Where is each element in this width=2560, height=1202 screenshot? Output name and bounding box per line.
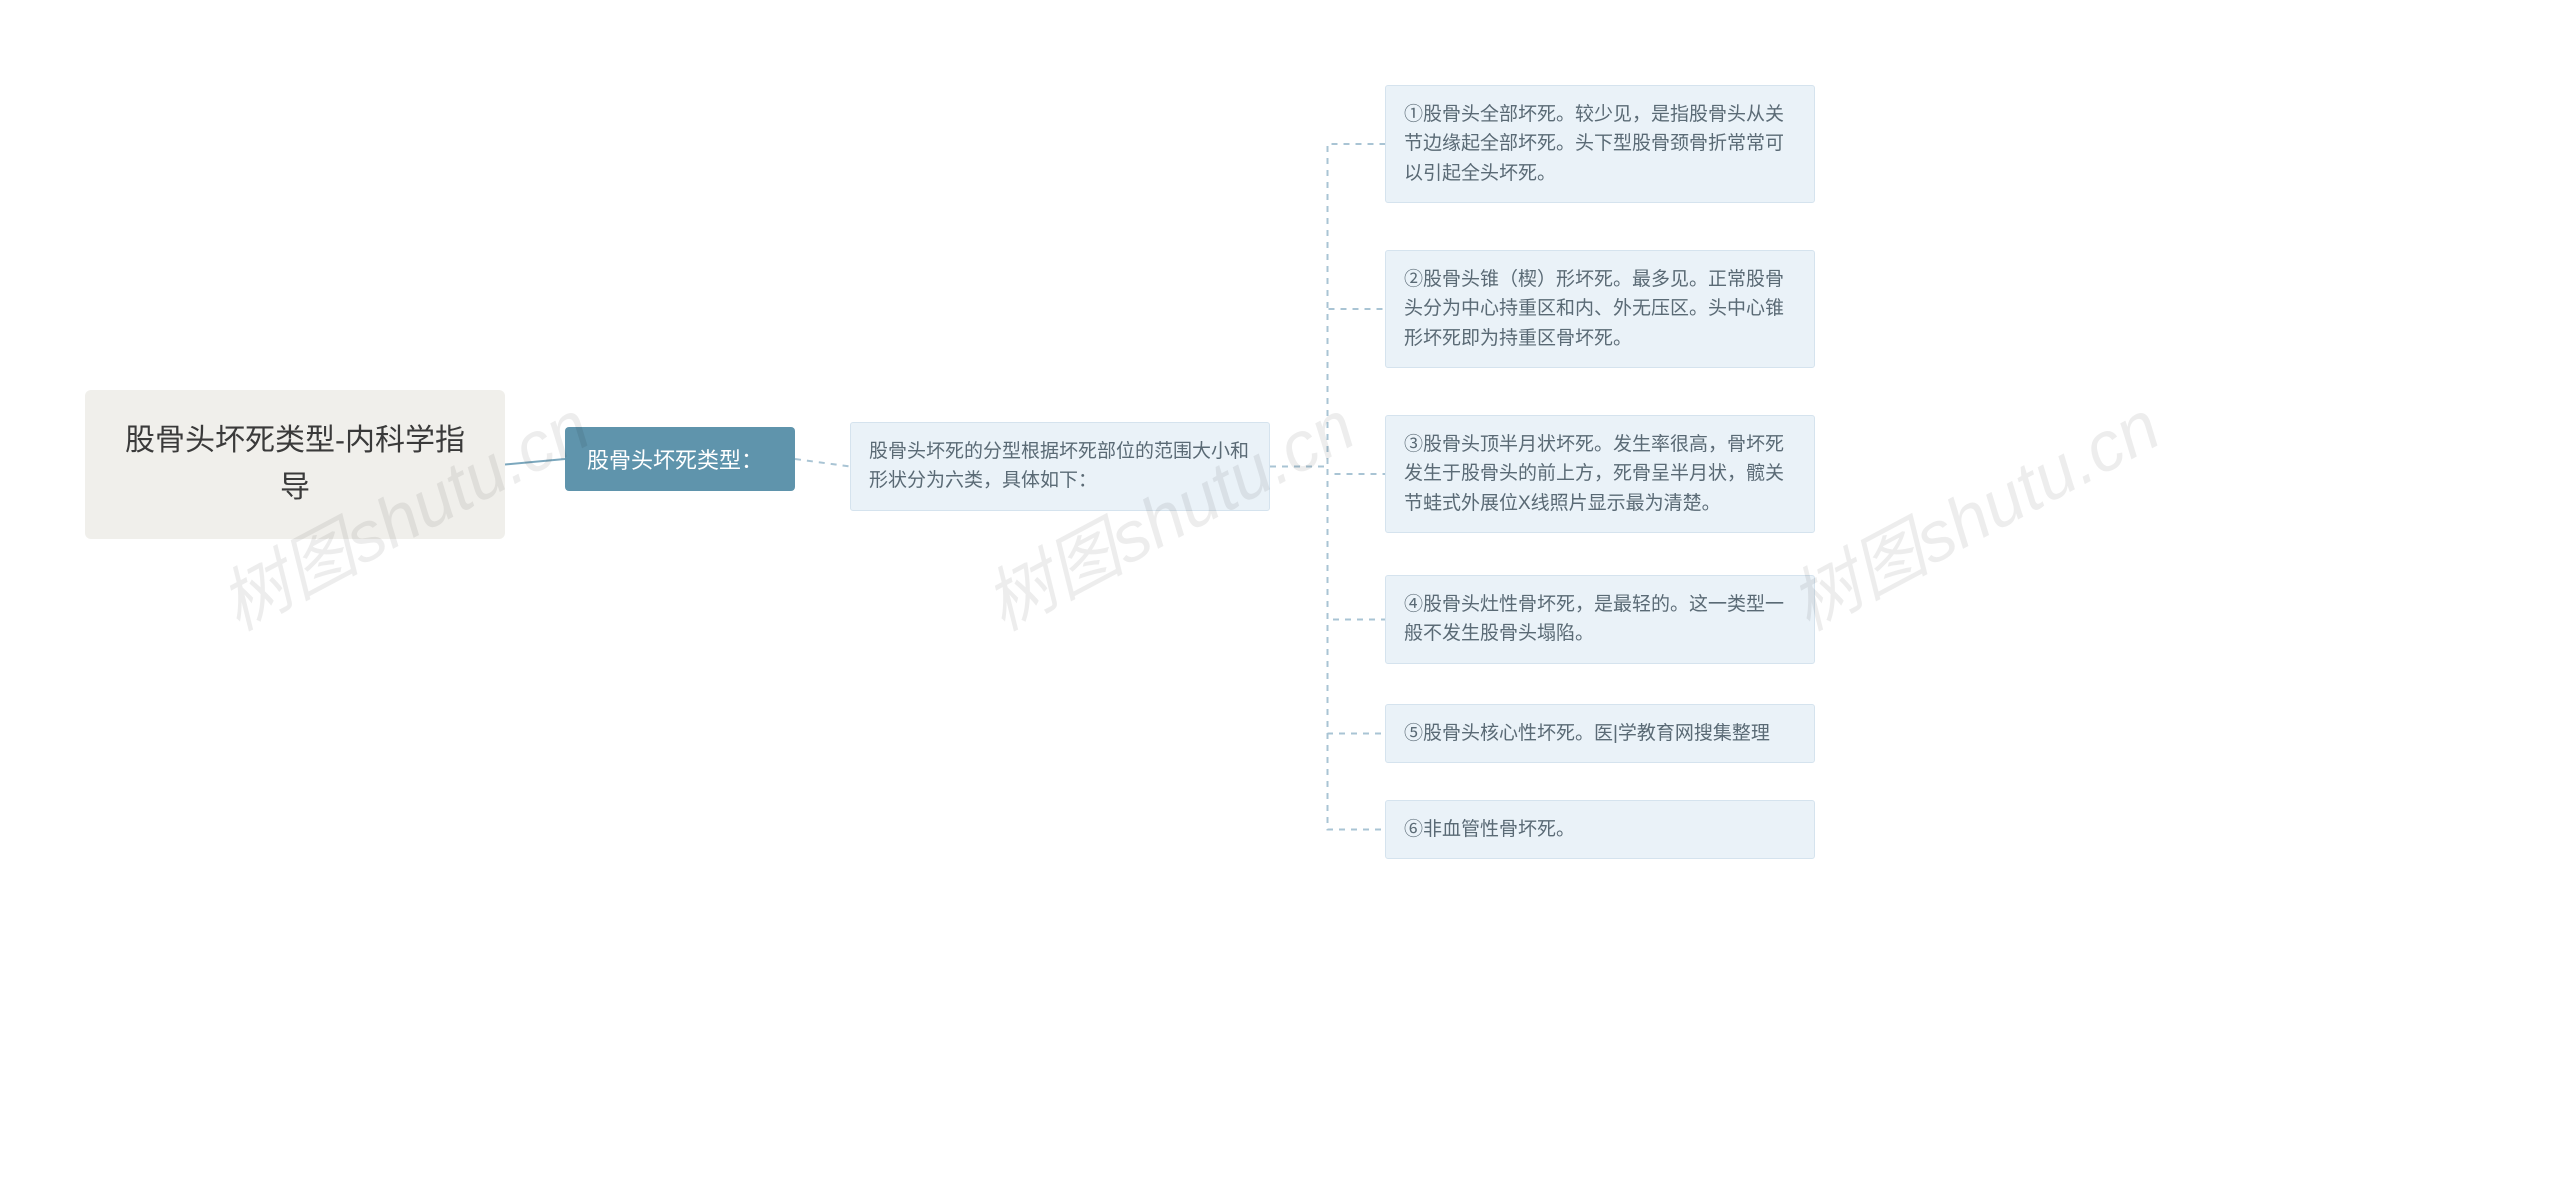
- leaf-label: ⑤股骨头核心性坏死。医|学教育网搜集整理: [1404, 723, 1770, 744]
- leaf-label: ⑥非血管性骨坏死。: [1404, 819, 1575, 840]
- connector-layer: [0, 0, 2560, 1202]
- leaf-label: ④股骨头灶性骨坏死，是最轻的。这一类型一般不发生股骨头塌陷。: [1404, 594, 1784, 644]
- leaf-label: ②股骨头锥（楔）形坏死。最多见。正常股骨头分为中心持重区和内、外无压区。头中心锥…: [1404, 269, 1784, 349]
- leaf-node-3[interactable]: ③股骨头顶半月状坏死。发生率很高，骨坏死发生于股骨头的前上方，死骨呈半月状，髋关…: [1385, 415, 1815, 533]
- level2-label: 股骨头坏死的分型根据坏死部位的范围大小和形状分为六类，具体如下：: [869, 441, 1249, 491]
- level1-label: 股骨头坏死类型：: [587, 448, 763, 473]
- level1-node[interactable]: 股骨头坏死类型：: [565, 427, 795, 491]
- level2-node[interactable]: 股骨头坏死的分型根据坏死部位的范围大小和形状分为六类，具体如下：: [850, 422, 1270, 511]
- watermark: 树图shutu.cn: [1770, 371, 2175, 650]
- root-node[interactable]: 股骨头坏死类型-内科学指导: [85, 390, 505, 539]
- leaf-node-5[interactable]: ⑤股骨头核心性坏死。医|学教育网搜集整理: [1385, 704, 1815, 763]
- leaf-label: ③股骨头顶半月状坏死。发生率很高，骨坏死发生于股骨头的前上方，死骨呈半月状，髋关…: [1404, 434, 1784, 514]
- root-label: 股骨头坏死类型-内科学指导: [125, 424, 465, 504]
- leaf-node-2[interactable]: ②股骨头锥（楔）形坏死。最多见。正常股骨头分为中心持重区和内、外无压区。头中心锥…: [1385, 250, 1815, 368]
- leaf-node-1[interactable]: ①股骨头全部坏死。较少见，是指股骨头从关节边缘起全部坏死。头下型股骨颈骨折常常可…: [1385, 85, 1815, 203]
- leaf-node-6[interactable]: ⑥非血管性骨坏死。: [1385, 800, 1815, 859]
- leaf-label: ①股骨头全部坏死。较少见，是指股骨头从关节边缘起全部坏死。头下型股骨颈骨折常常可…: [1404, 104, 1784, 184]
- leaf-node-4[interactable]: ④股骨头灶性骨坏死，是最轻的。这一类型一般不发生股骨头塌陷。: [1385, 575, 1815, 664]
